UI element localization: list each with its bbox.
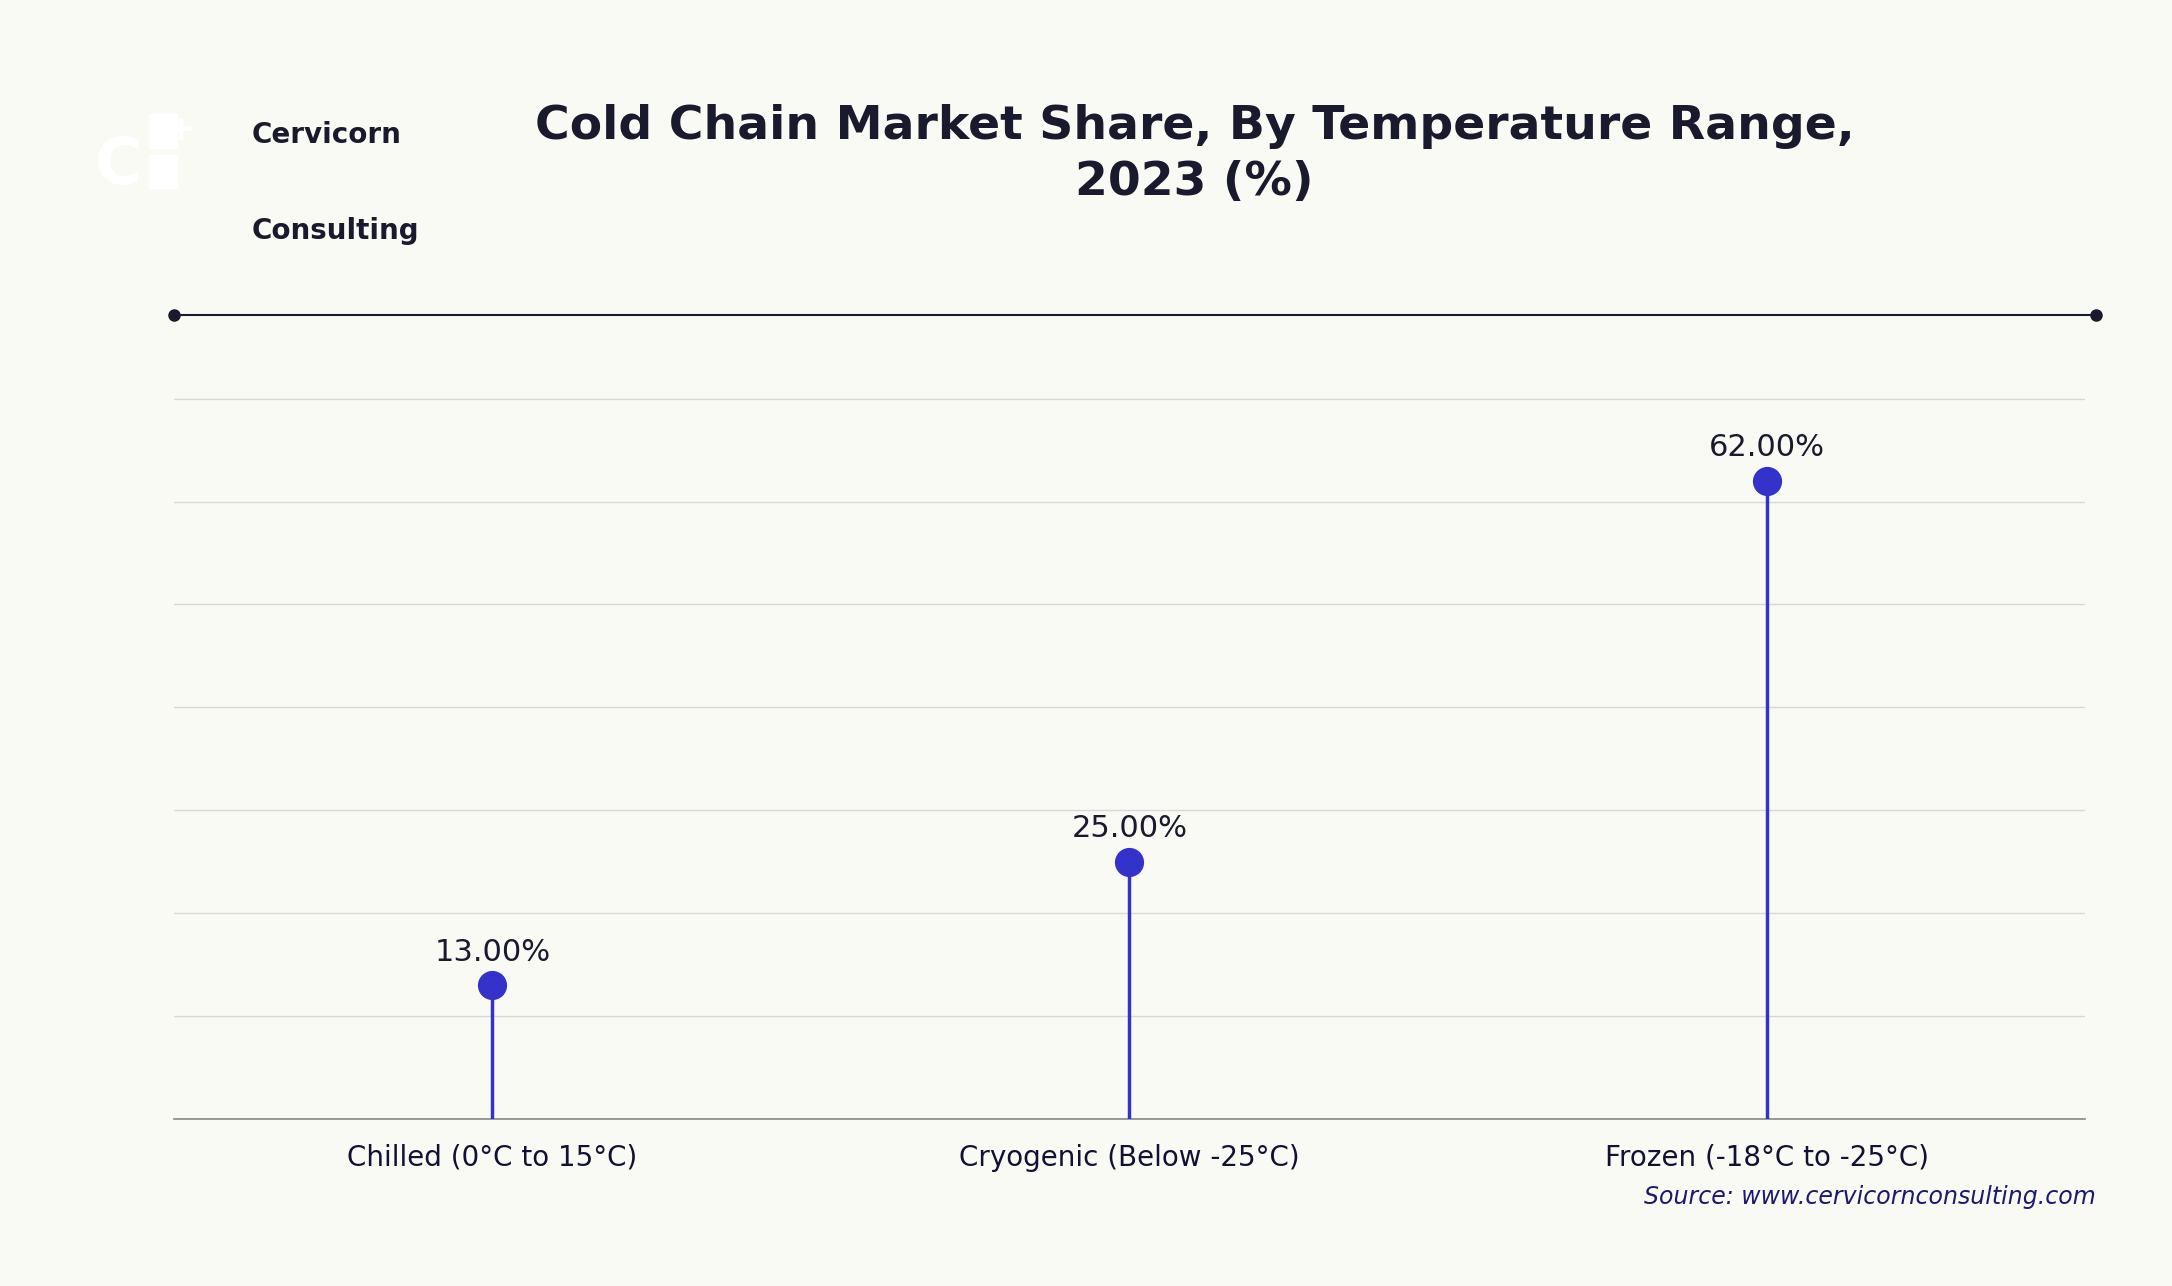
Text: 62.00%: 62.00% — [1709, 433, 1824, 463]
Text: C: C — [96, 135, 141, 197]
Text: +: + — [165, 113, 195, 147]
Text: 25.00%: 25.00% — [1071, 814, 1188, 844]
Bar — [150, 154, 178, 188]
Text: Consulting: Consulting — [252, 217, 419, 246]
Bar — [150, 114, 178, 148]
Text: Cold Chain Market Share, By Temperature Range,
2023 (%): Cold Chain Market Share, By Temperature … — [534, 104, 1855, 204]
Text: Source: www.cervicornconsulting.com: Source: www.cervicornconsulting.com — [1644, 1184, 2096, 1209]
Text: 13.00%: 13.00% — [434, 937, 550, 967]
Text: Cervicorn: Cervicorn — [252, 121, 402, 149]
